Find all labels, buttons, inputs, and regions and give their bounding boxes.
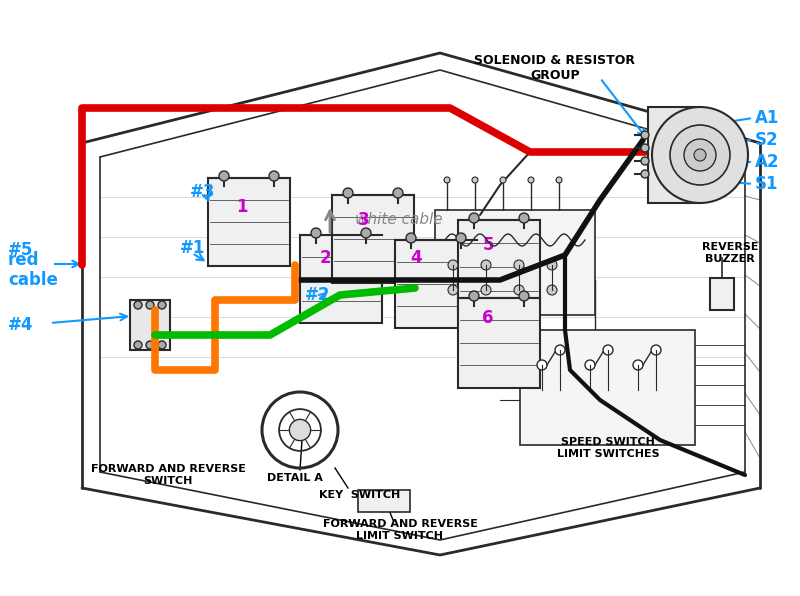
Circle shape: [652, 107, 748, 203]
Bar: [710, 278, 734, 310]
Circle shape: [555, 345, 565, 355]
Circle shape: [444, 177, 450, 183]
Text: DETAIL A: DETAIL A: [267, 473, 323, 483]
Circle shape: [158, 341, 166, 349]
Bar: [520, 330, 695, 445]
Circle shape: [472, 177, 478, 183]
Text: SPEED SWITCH
LIMIT SWITCHES: SPEED SWITCH LIMIT SWITCHES: [557, 437, 659, 459]
Text: #4: #4: [8, 316, 34, 334]
Circle shape: [514, 260, 524, 270]
Circle shape: [641, 170, 649, 178]
Circle shape: [269, 171, 279, 181]
Bar: [208, 178, 290, 266]
Text: 4: 4: [410, 249, 422, 267]
Circle shape: [146, 341, 154, 349]
Circle shape: [219, 171, 229, 181]
Circle shape: [641, 144, 649, 152]
Bar: [395, 240, 477, 328]
Text: A2: A2: [755, 153, 779, 171]
Text: red
cable: red cable: [8, 250, 58, 290]
Circle shape: [670, 125, 730, 185]
Circle shape: [448, 260, 458, 270]
Text: #3: #3: [190, 183, 215, 201]
Text: 5: 5: [482, 236, 494, 254]
Text: S1: S1: [755, 175, 778, 193]
Bar: [648, 107, 700, 203]
Bar: [130, 300, 170, 350]
Text: #2: #2: [305, 286, 330, 304]
Text: FORWARD AND REVERSE
LIMIT SWITCH: FORWARD AND REVERSE LIMIT SWITCH: [322, 519, 478, 541]
Circle shape: [528, 177, 534, 183]
Text: A1: A1: [755, 109, 779, 127]
Circle shape: [343, 188, 353, 198]
Bar: [300, 235, 382, 323]
Text: KEY  SWITCH: KEY SWITCH: [319, 490, 401, 500]
Circle shape: [537, 360, 547, 370]
Circle shape: [134, 341, 142, 349]
Circle shape: [556, 177, 562, 183]
Circle shape: [311, 228, 321, 238]
Circle shape: [603, 345, 613, 355]
Circle shape: [481, 285, 491, 295]
Circle shape: [361, 228, 371, 238]
Text: 2: 2: [319, 249, 331, 267]
Bar: [358, 490, 410, 512]
Text: FORWARD AND REVERSE
SWITCH: FORWARD AND REVERSE SWITCH: [90, 464, 246, 486]
Bar: [458, 220, 540, 315]
Circle shape: [651, 345, 661, 355]
Circle shape: [585, 360, 595, 370]
Circle shape: [500, 177, 506, 183]
Circle shape: [456, 233, 466, 243]
Circle shape: [469, 291, 479, 301]
Circle shape: [641, 157, 649, 165]
Circle shape: [641, 131, 649, 139]
Circle shape: [547, 260, 557, 270]
Circle shape: [134, 301, 142, 309]
Text: 6: 6: [482, 309, 494, 327]
Text: #5: #5: [8, 241, 34, 259]
Bar: [332, 195, 414, 283]
Circle shape: [684, 139, 716, 171]
Text: S2: S2: [755, 131, 778, 149]
Bar: [435, 210, 595, 315]
Bar: [458, 298, 540, 388]
Circle shape: [694, 149, 706, 161]
Text: #1: #1: [180, 239, 206, 257]
Circle shape: [448, 285, 458, 295]
Circle shape: [290, 420, 310, 440]
Circle shape: [481, 260, 491, 270]
Circle shape: [146, 301, 154, 309]
Circle shape: [514, 285, 524, 295]
Circle shape: [633, 360, 643, 370]
Text: SOLENOID & RESISTOR
GROUP: SOLENOID & RESISTOR GROUP: [474, 54, 635, 82]
Circle shape: [469, 213, 479, 223]
Circle shape: [406, 233, 416, 243]
Text: REVERSE
BUZZER: REVERSE BUZZER: [702, 242, 758, 264]
Text: white cable: white cable: [355, 213, 442, 228]
Circle shape: [519, 213, 529, 223]
Circle shape: [547, 285, 557, 295]
Text: 1: 1: [236, 198, 248, 216]
Circle shape: [158, 301, 166, 309]
Circle shape: [519, 291, 529, 301]
Text: 3: 3: [358, 211, 370, 229]
Circle shape: [393, 188, 403, 198]
